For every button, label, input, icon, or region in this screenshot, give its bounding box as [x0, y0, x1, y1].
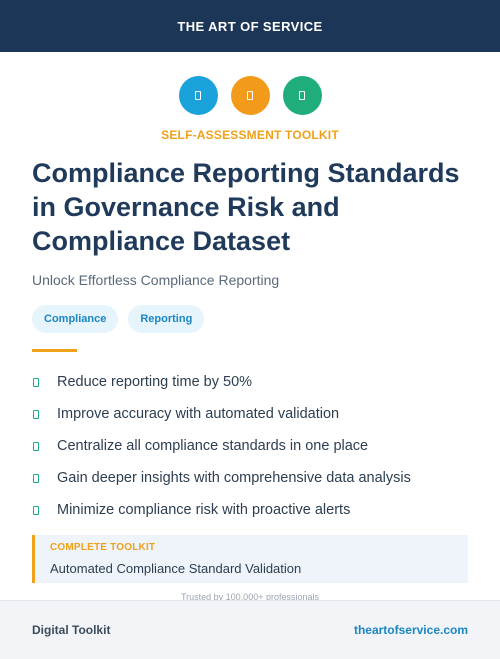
benefit-list: Reduce reporting time by 50% Improve acc… — [32, 366, 472, 526]
benefit-text: Improve accuracy with automated validati… — [57, 406, 340, 422]
website-link[interactable]: theartofservice.com — [353, 623, 468, 637]
accent-divider — [32, 349, 77, 352]
check-icon — [33, 409, 39, 419]
trusted-note: Trusted by 100,000+ professionals — [180, 592, 319, 601]
check-icon — [33, 473, 39, 483]
kicker-label: SELF-ASSESSMENT TOOLKIT — [161, 128, 339, 142]
callout-label: COMPLETE TOOLKIT — [50, 542, 156, 553]
check-icon — [33, 505, 39, 515]
benefit-text: Minimize compliance risk with proactive … — [57, 502, 351, 518]
document-icon — [282, 76, 322, 115]
list-item: Reduce reporting time by 50% — [32, 366, 472, 398]
footer-bar: Digital Toolkit theartofservice.com — [0, 600, 500, 659]
tag-list: Compliance Reporting — [32, 305, 205, 333]
benefit-text: Reduce reporting time by 50% — [57, 374, 253, 390]
list-item: Minimize compliance risk with proactive … — [32, 494, 472, 526]
tag-compliance[interactable]: Compliance — [32, 305, 119, 333]
check-icon — [33, 441, 39, 451]
header-bar: THE ART OF SERVICE — [0, 0, 500, 52]
callout-text: Automated Compliance Standard Validation — [50, 561, 302, 576]
check-icon — [33, 377, 39, 387]
subtitle: Unlock Effortless Compliance Reporting — [32, 272, 280, 288]
footer-label: Digital Toolkit — [32, 623, 111, 637]
list-item: Centralize all compliance standards in o… — [32, 430, 472, 462]
benefit-text: Gain deeper insights with comprehensive … — [57, 470, 411, 486]
tag-reporting[interactable]: Reporting — [128, 305, 205, 333]
list-item: Improve accuracy with automated validati… — [32, 398, 472, 430]
benefit-text: Centralize all compliance standards in o… — [57, 438, 369, 454]
document-icon — [178, 76, 218, 115]
page-title: Compliance Reporting Standards in Govern… — [32, 158, 460, 256]
document-icon — [230, 76, 270, 115]
brand-name: THE ART OF SERVICE — [177, 18, 323, 34]
list-item: Gain deeper insights with comprehensive … — [32, 462, 472, 494]
icon-row — [0, 76, 500, 115]
toolkit-callout: COMPLETE TOOLKIT Automated Compliance St… — [32, 535, 468, 583]
